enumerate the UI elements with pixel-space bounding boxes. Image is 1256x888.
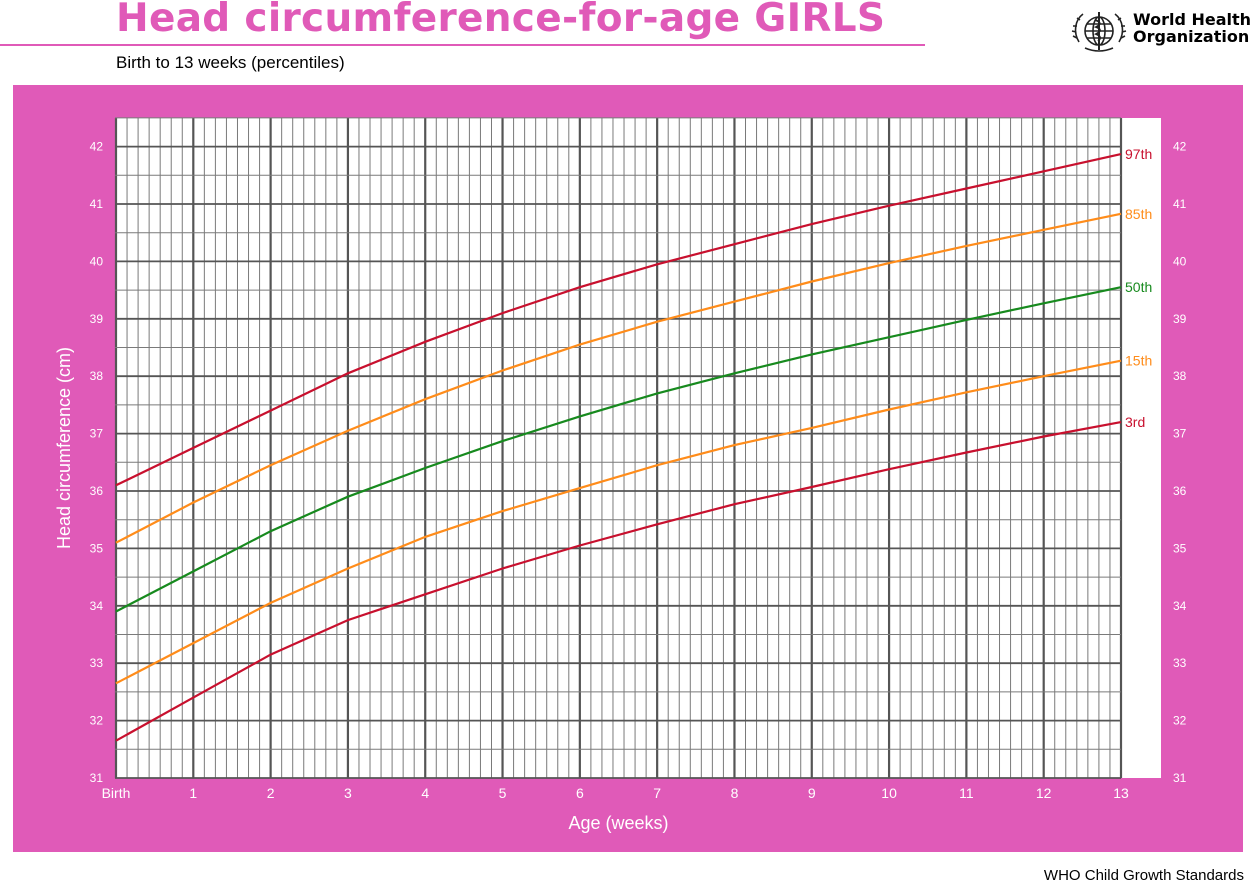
page-title: Head circumference-for-age GIRLS <box>116 0 886 41</box>
y-tick-label-left: 42 <box>90 140 104 154</box>
y-tick-label-left: 40 <box>90 254 104 268</box>
series-line-85th <box>115 212 1122 544</box>
series-line-15th <box>115 359 1122 685</box>
x-tick-label: 9 <box>808 785 816 801</box>
y-tick-label-right: 40 <box>1173 254 1187 268</box>
y-tick-label-right: 33 <box>1173 656 1187 670</box>
y-tick-label-right: 34 <box>1173 599 1187 613</box>
y-tick-label-left: 33 <box>90 656 104 670</box>
y-tick-label-left: 38 <box>90 369 104 383</box>
y-tick-label-left: 34 <box>90 599 104 613</box>
series-label-85th: 85th <box>1125 206 1152 222</box>
x-tick-label: 1 <box>189 785 197 801</box>
who-logo: World Health Organization <box>1071 6 1256 56</box>
series-line-3rd <box>115 421 1122 742</box>
org-name: World Health Organization <box>1133 11 1251 45</box>
series-label-3rd: 3rd <box>1125 414 1145 430</box>
y-tick-label-right: 35 <box>1173 541 1187 555</box>
x-tick-label: 3 <box>344 785 352 801</box>
y-tick-label-right: 41 <box>1173 197 1187 211</box>
page-subtitle: Birth to 13 weeks (percentiles) <box>116 53 345 72</box>
y-tick-label-right: 42 <box>1173 140 1187 154</box>
x-tick-label: 11 <box>959 785 974 801</box>
y-tick-label-right: 36 <box>1173 484 1187 498</box>
x-tick-label: 12 <box>1036 785 1052 801</box>
footer-text: WHO Child Growth Standards <box>1043 867 1244 884</box>
x-tick-label: Birth <box>102 785 131 801</box>
org-name-line2: Organization <box>1133 27 1250 46</box>
x-tick-label: 4 <box>421 785 429 801</box>
x-tick-label: 6 <box>576 785 584 801</box>
y-tick-label-left: 35 <box>90 541 104 555</box>
y-tick-label-right: 32 <box>1173 714 1187 728</box>
org-name-line1: World Health <box>1133 10 1252 29</box>
y-tick-label-left: 41 <box>90 197 104 211</box>
x-tick-label: 13 <box>1113 785 1129 801</box>
y-tick-label-right: 38 <box>1173 369 1187 383</box>
y-tick-label-left: 31 <box>90 771 104 785</box>
y-tick-label-left: 37 <box>90 427 104 441</box>
series-label-50th: 50th <box>1125 279 1152 295</box>
series-line-97th <box>115 153 1122 487</box>
y-tick-label-left: 36 <box>90 484 104 498</box>
y-tick-label-right: 37 <box>1173 427 1187 441</box>
x-tick-label: 10 <box>881 785 897 801</box>
x-axis-label: Age (weeks) <box>568 813 668 833</box>
series-line-50th <box>115 286 1122 613</box>
x-tick-label: 5 <box>499 785 507 801</box>
y-axis-label: Head circumference (cm) <box>54 347 74 549</box>
x-tick-label: 7 <box>653 785 661 801</box>
title-underline <box>0 44 925 46</box>
grid <box>114 117 1123 779</box>
y-tick-label-right: 39 <box>1173 312 1187 326</box>
x-tick-label: 2 <box>267 785 275 801</box>
y-tick-label-left: 39 <box>90 312 104 326</box>
chart-panel: 31 31 32 32 33 33 34 34 35 35 36 36 37 37 38 38 39 39 40 40… <box>13 85 1243 852</box>
who-emblem-icon <box>1071 12 1127 52</box>
series-label-97th: 97th <box>1125 146 1152 162</box>
plot-area <box>115 118 1161 778</box>
series-label-15th: 15th <box>1125 353 1152 369</box>
x-tick-label: 8 <box>731 785 739 801</box>
y-tick-label-right: 31 <box>1173 771 1187 785</box>
y-tick-label-left: 32 <box>90 714 104 728</box>
